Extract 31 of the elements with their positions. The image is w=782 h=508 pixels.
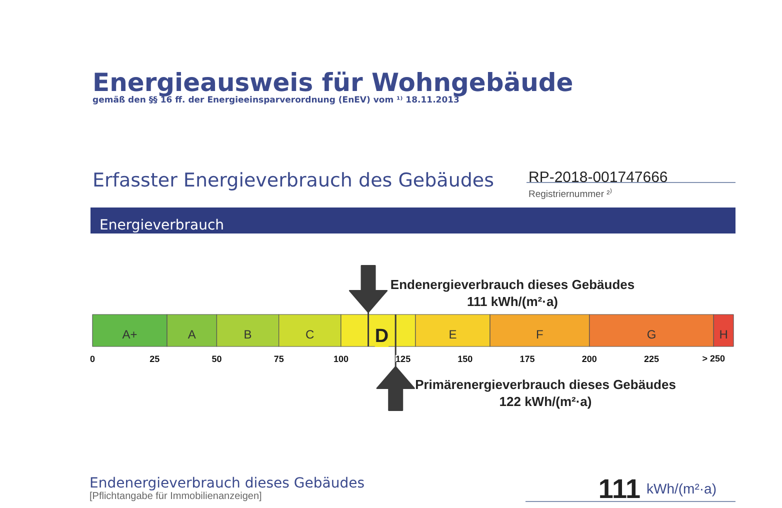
- text: [Pflichtangabe für Immobilienanzeigen]: [90, 491, 262, 502]
- x-tick-label: 175: [520, 354, 535, 364]
- text: RP-2018-001747666: [528, 169, 668, 186]
- ref-line-label: Primärenergieverbrauch dieses Gebäudes 122 kWh/(m²·a): [415, 377, 676, 409]
- text: Registriernummer ²⁾: [528, 188, 612, 200]
- x-tick-label: 225: [644, 354, 660, 364]
- x-tick-label: 25: [150, 354, 160, 364]
- series-label: C: [306, 328, 315, 342]
- series-label: E: [448, 328, 457, 342]
- x-tick-label: 75: [274, 354, 284, 364]
- series-label: H: [719, 328, 728, 342]
- chart-title: Energieausweis für Wohngebäude: [92, 68, 574, 97]
- x-tick-label: > 250: [702, 354, 726, 364]
- x-tick-label: 100: [333, 354, 348, 364]
- text: Endenergieverbrauch dieses Gebäudes: [90, 476, 365, 492]
- series-label: B: [244, 328, 252, 342]
- text: Energieverbrauch: [100, 218, 224, 234]
- series-label: A: [188, 328, 196, 342]
- text: Erfasster Energieverbrauch des Gebäudes: [92, 170, 494, 192]
- x-tick-label: 50: [212, 354, 222, 364]
- text: 111 kWh/(m²·a): [598, 474, 716, 504]
- x-tick-label: 200: [582, 354, 597, 364]
- chart-subtitle: gemäß den §§ 16 ff. der Energieeinsparverordnung (EnEV) vom ¹⁾ 18.11.2013: [92, 96, 460, 106]
- series-label: D: [374, 326, 389, 347]
- x-tick-label: 125: [396, 354, 411, 364]
- x-tick-label: 0: [90, 354, 96, 364]
- series-label: F: [536, 328, 544, 342]
- x-tick-label: 150: [458, 354, 473, 364]
- series-label: G: [646, 328, 656, 342]
- series-label: A+: [122, 328, 138, 342]
- ref-line-label: Endenergieverbrauch dieses Gebäudes 111 kWh/(m²·a): [390, 277, 635, 309]
